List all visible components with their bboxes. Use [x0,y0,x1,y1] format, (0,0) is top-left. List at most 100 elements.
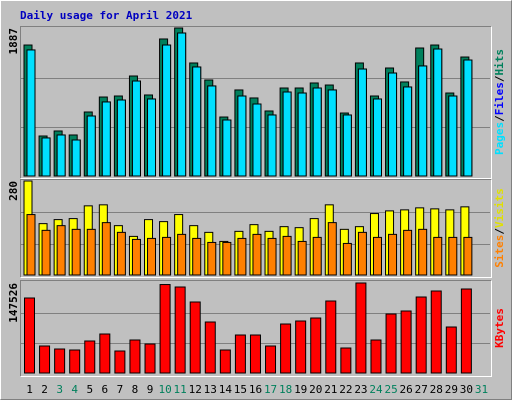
x-tick-label: 26 [400,383,413,396]
bar [297,240,307,276]
bar [280,323,292,374]
bar [147,237,157,276]
x-tick-label: 25 [384,383,397,396]
bar [388,72,398,177]
y-tick-label: 280 [7,181,20,201]
x-tick-label: 10 [158,383,171,396]
bar [418,65,428,177]
panel-bevel [20,280,492,377]
bar [295,320,307,374]
x-tick-label: 17 [264,383,277,396]
bar [463,59,473,177]
legend-entry: Pages [493,122,506,155]
bar [162,44,172,177]
bar [189,301,201,374]
bar [54,348,66,374]
bar [237,95,247,177]
chart-title: Daily usage for April 2021 [20,9,193,22]
bar [385,313,397,374]
bar [249,334,261,374]
x-tick-label: 22 [339,383,352,396]
bar [265,345,277,374]
bar [177,32,187,177]
bar [129,339,141,374]
x-tick-label: 9 [147,383,154,396]
legend-entry: Files [493,82,506,115]
bar [26,49,36,177]
bar [116,231,126,276]
bar [340,347,352,374]
legend-entry: Hits [493,49,506,76]
legend-separator: / [493,115,506,122]
bar [372,236,382,276]
bar [116,99,126,177]
x-tick-label: 8 [132,383,139,396]
legend-separator: / [493,228,506,235]
bar [99,333,111,374]
bar [357,68,367,177]
panel-bevel [20,26,492,179]
bar [327,89,337,177]
bar [56,134,66,177]
bar [207,85,217,177]
x-tick-label: 27 [415,383,428,396]
bar [131,238,141,276]
legend-entry: Visits [493,188,506,228]
bar [312,236,322,276]
bar [207,241,217,276]
bar [463,236,473,276]
bar [282,91,292,177]
x-tick-label: 19 [294,383,307,396]
x-tick-label: 2 [41,383,48,396]
legend-separator: / [493,75,506,82]
bar [460,288,472,374]
bar [400,310,412,374]
bar [342,114,352,177]
bar [56,225,66,276]
bar [41,137,51,177]
legend: KBytes [493,308,506,348]
bar [445,326,457,374]
bar [174,286,186,374]
bar [355,282,367,374]
bar [342,242,352,276]
bar [39,345,51,374]
bar [71,139,81,177]
legend-entry: Sites [493,235,506,268]
bar [357,231,367,276]
bar [219,349,231,374]
x-tick-label: 16 [249,383,262,396]
x-tick-label: 14 [219,383,233,396]
bar [403,86,413,177]
bar [433,236,443,276]
bar [282,235,292,276]
bar [86,115,96,177]
x-tick-label: 7 [117,383,124,396]
bar [192,237,202,276]
panel-bevel [20,26,492,179]
bar [69,349,81,374]
bar [388,233,398,276]
bar [131,80,141,177]
panel-bevel [20,280,492,377]
bar [415,296,427,374]
bar [252,103,262,177]
bar [101,101,111,177]
bar [144,343,156,374]
bar [252,233,262,276]
bar [192,66,202,177]
bar [162,236,172,276]
x-tick-label: 15 [234,383,247,396]
bar [448,236,458,276]
bar [267,114,277,177]
x-tick-label: 24 [369,383,383,396]
bar [24,297,35,374]
x-tick-label: 3 [56,383,63,396]
bar [177,233,187,276]
bar [41,229,51,276]
x-tick-label: 6 [102,383,109,396]
bar [26,214,36,276]
